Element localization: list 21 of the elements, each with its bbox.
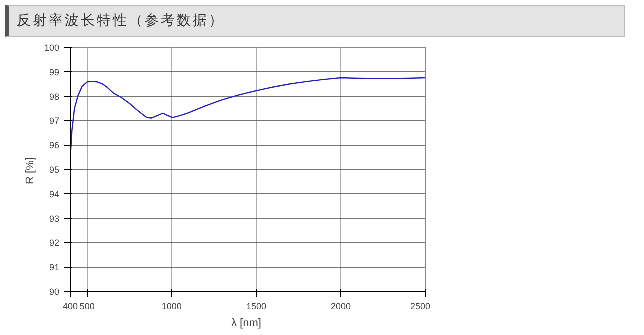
x-tick-label: 1500 <box>246 302 266 312</box>
y-tick-label: 93 <box>49 214 60 224</box>
y-tick-label: 91 <box>49 262 60 273</box>
y-axis-title: R [%] <box>24 158 36 184</box>
x-tick-label: 400 <box>62 302 78 312</box>
x-axis-title: λ [nm] <box>231 318 262 330</box>
y-tick-label: 94 <box>49 189 60 200</box>
x-tick-label: 1000 <box>162 302 182 312</box>
y-tick-label: 95 <box>49 165 60 175</box>
y-tick-label: 99 <box>49 67 60 78</box>
y-tick-label: 97 <box>49 116 60 126</box>
y-tick-label: 90 <box>49 287 60 297</box>
x-tick-label: 500 <box>80 302 95 312</box>
line-series <box>70 77 426 158</box>
x-tick-label: 2500 <box>410 302 431 312</box>
y-tick-label: 92 <box>49 238 60 248</box>
y-tick-label: 100 <box>44 43 60 53</box>
chart-title: 反射率波长特性（参考数据） <box>17 12 225 31</box>
y-tick-label: 98 <box>49 92 60 102</box>
y-tick-label: 96 <box>49 140 60 151</box>
x-tick-label: 2000 <box>330 302 351 312</box>
